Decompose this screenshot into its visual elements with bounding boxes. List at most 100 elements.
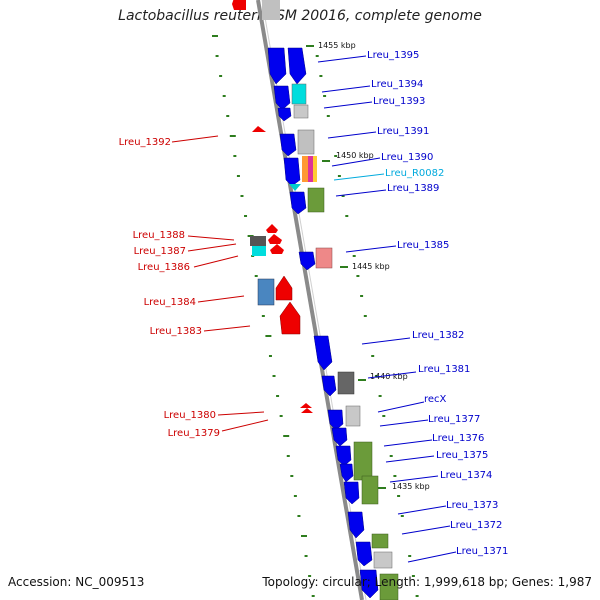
- gene-block: [373, 551, 393, 569]
- gene-label[interactable]: Lreu_1389: [387, 183, 439, 194]
- gene-block: [307, 187, 325, 213]
- gene-label[interactable]: Lreu_1386: [138, 262, 190, 273]
- gene-label[interactable]: Lreu_1388: [133, 230, 185, 241]
- leader-line: [389, 475, 439, 483]
- leader-line: [397, 505, 447, 515]
- gene-block: [371, 533, 389, 549]
- leader-line: [221, 419, 269, 432]
- scale-ticks: [212, 35, 419, 597]
- gene-label[interactable]: recX: [424, 394, 447, 405]
- gene-arrow: [232, 0, 246, 10]
- gene-arrow: [347, 511, 365, 539]
- gene-arrow: [267, 47, 287, 85]
- gene-label[interactable]: Lreu_1382: [412, 330, 464, 341]
- genome-backbone: [256, 0, 364, 600]
- gene-arrow: [289, 184, 301, 191]
- gene-arrow: [343, 481, 360, 505]
- gene-label[interactable]: Lreu_1371: [456, 546, 508, 557]
- leader-line: [367, 371, 417, 379]
- leader-line: [361, 337, 411, 345]
- gene-arrow: [268, 234, 282, 244]
- scale-label: 1435 kbp: [392, 482, 430, 491]
- gene-label[interactable]: Lreu_1377: [428, 414, 480, 425]
- gene-block: [337, 371, 355, 395]
- leader-line: [171, 135, 219, 143]
- gene-arrow: [339, 463, 354, 483]
- gene-label[interactable]: Lreu_1374: [440, 470, 492, 481]
- scale-label: 1455 kbp: [318, 41, 356, 50]
- gene-arrow: [298, 251, 316, 271]
- gene-arrow: [355, 541, 373, 567]
- gene-label[interactable]: Lreu_1384: [144, 297, 196, 308]
- gene-label[interactable]: Lreu_1381: [418, 364, 470, 375]
- scale-label: 1450 kbp: [336, 151, 374, 160]
- gene-arrow: [335, 445, 352, 467]
- gene-block: [293, 104, 309, 119]
- map-title: Lactobacillus reuteri DSM 20016, complet…: [118, 8, 482, 24]
- gene-arrow: [331, 427, 348, 447]
- leader-line: [217, 411, 265, 416]
- gene-label[interactable]: Lreu_1392: [119, 137, 171, 148]
- gene-arrow: [321, 375, 337, 397]
- gene-block: [313, 156, 317, 182]
- gene-arrow: [270, 244, 284, 254]
- leader-line: [187, 235, 235, 241]
- leader-line: [401, 525, 451, 535]
- gene-label[interactable]: Lreu_1393: [373, 96, 425, 107]
- leader-line: [385, 455, 435, 463]
- gene-label[interactable]: Lreu_1376: [432, 433, 484, 444]
- left-leaders: [171, 135, 269, 432]
- leader-line: [197, 295, 245, 303]
- gene-label[interactable]: Lreu_1391: [377, 126, 429, 137]
- leader-line: [203, 325, 251, 332]
- gene-label[interactable]: Lreu_1385: [397, 240, 449, 251]
- gene-block: [353, 441, 373, 481]
- gene-label[interactable]: Lreu_1394: [371, 79, 423, 90]
- leader-line: [335, 189, 387, 197]
- gene-block: [291, 83, 307, 105]
- gene-arrow: [275, 275, 293, 301]
- forward-features: [262, 0, 399, 600]
- gene-label[interactable]: Lreu_1390: [381, 152, 433, 163]
- gene-label[interactable]: Lreu_1387: [134, 246, 186, 257]
- gene-block: [361, 475, 379, 505]
- gene-block: [297, 129, 315, 155]
- gene-arrow: [279, 133, 297, 157]
- gene-label[interactable]: Lreu_1379: [168, 428, 220, 439]
- gene-arrow: [327, 409, 344, 431]
- scale-label: 1440 kbp: [370, 372, 408, 381]
- gene-arrow: [287, 47, 307, 85]
- gene-block: [308, 156, 313, 182]
- gene-label[interactable]: Lreu_1395: [367, 50, 419, 61]
- gene-block: [302, 156, 308, 182]
- leader-line: [377, 401, 425, 413]
- gene-arrow: [300, 403, 312, 408]
- gene-label[interactable]: Lreu_1375: [436, 450, 488, 461]
- gene-block: [262, 0, 280, 20]
- gene-arrow: [266, 224, 278, 233]
- gene-block: [250, 236, 266, 246]
- leader-line: [379, 419, 429, 427]
- leader-line: [323, 101, 373, 109]
- leader-line: [383, 439, 433, 447]
- genome-summary: Topology: circular; Length: 1,999,618 bp…: [262, 575, 592, 589]
- gene-arrow: [277, 107, 292, 122]
- gene-label[interactable]: Lreu_1372: [450, 520, 502, 531]
- accession-text: Accession: NC_009513: [8, 575, 145, 589]
- gene-arrow: [283, 157, 301, 187]
- leader-line: [333, 173, 385, 181]
- gene-label[interactable]: Lreu_1373: [446, 500, 498, 511]
- gene-arrow: [359, 569, 379, 599]
- gene-arrow: [313, 335, 333, 371]
- left-labels: Lreu_1392 Lreu_1388 Lreu_1387 Lreu_1386 …: [119, 137, 220, 439]
- gene-label[interactable]: Lreu_1383: [150, 326, 202, 337]
- right-labels: Lreu_1395 Lreu_1394 Lreu_1393 Lreu_1391 …: [367, 50, 508, 557]
- gene-arrow: [279, 301, 301, 335]
- gene-arrow: [289, 191, 307, 215]
- leader-line: [331, 157, 381, 167]
- gene-label[interactable]: Lreu_R0082: [385, 168, 444, 179]
- gene-arrow: [252, 126, 266, 132]
- gene-label[interactable]: Lreu_1380: [164, 410, 216, 421]
- leader-line: [327, 131, 377, 139]
